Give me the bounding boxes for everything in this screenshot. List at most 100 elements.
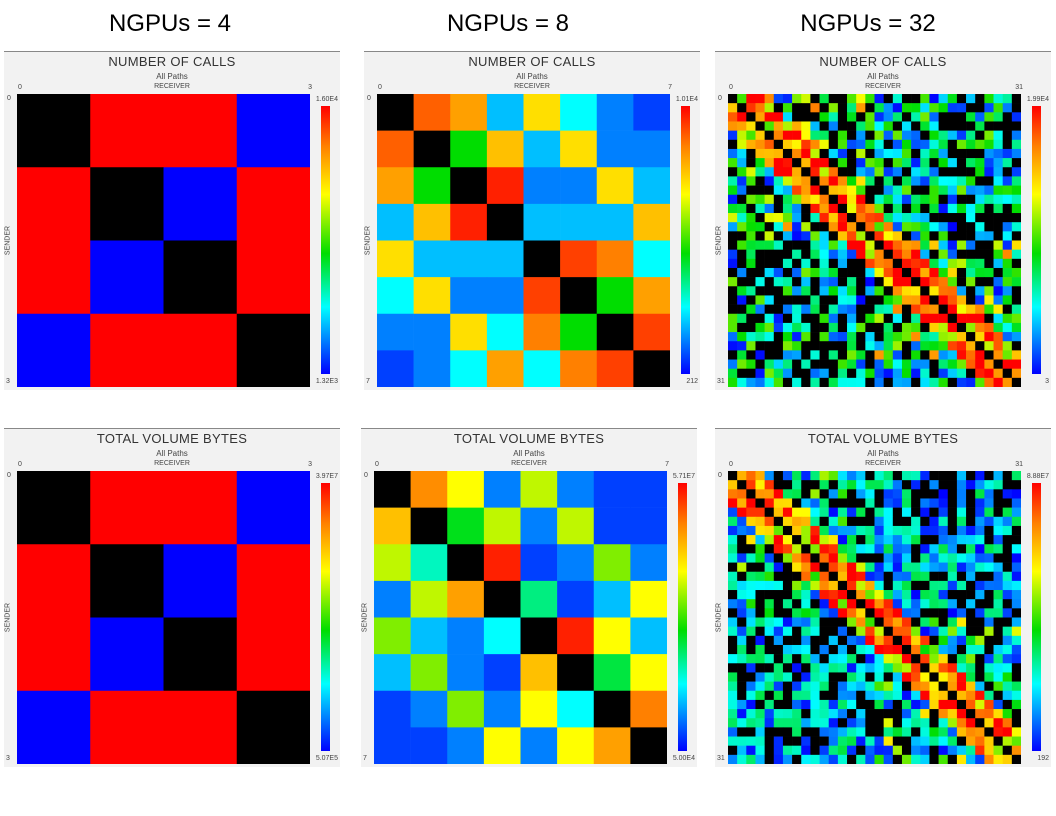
heatmap-cell [737,590,747,600]
heatmap-cell [773,489,784,499]
heatmap-cell [801,718,811,728]
heatmap-cell [374,507,411,545]
y-tick-min: 0 [364,472,368,479]
heatmap-cell [746,562,756,573]
heatmap-cell [865,562,875,573]
heatmap-cell [892,231,903,241]
heatmap-cell [856,544,866,554]
chart-subtitle: All Paths [513,449,545,458]
heatmap-cell [847,148,857,159]
heatmap-cell [911,194,921,205]
heatmap-cell [975,158,985,168]
heatmap-cell [450,94,488,131]
heatmap-cell [782,644,793,655]
heatmap-cell [947,754,958,764]
heatmap-cell [792,553,802,563]
heatmap-cell [874,654,884,664]
heatmap-cell [792,185,802,196]
heatmap-cell [993,571,1003,582]
heatmap-cell [801,139,811,150]
heatmap-cell [966,249,976,260]
heatmap-cell [801,167,811,177]
heatmap-cell [764,341,775,351]
heatmap-cell [486,130,524,168]
heatmap-cell [755,341,765,351]
heatmap-cell [847,718,857,728]
heatmap-cell [90,544,164,618]
heatmap-cell [819,663,830,673]
heatmap-cell [837,562,848,573]
heatmap-cell [984,313,994,324]
heatmap-cell [773,286,784,296]
heatmap-cell [892,139,903,150]
heatmap-cell [865,516,875,527]
heatmap-cell [865,727,875,737]
heatmap-cell [901,544,912,554]
heatmap-cell [901,535,912,545]
heatmap-cell [993,148,1003,159]
heatmap-cell [911,158,921,168]
heatmap-cell [874,267,884,278]
heatmap-cell [883,231,894,241]
heatmap-cell [828,617,839,627]
heatmap-cell [782,167,793,177]
heatmap-cell [630,617,667,655]
heatmap-cell [984,507,994,518]
heatmap-cell [728,489,738,499]
heatmap-cell [938,690,949,701]
heatmap-cell [874,590,884,600]
heatmap-cell [782,535,793,545]
heatmap-cell [865,553,875,563]
heatmap-cell [801,727,811,737]
heatmap-cell [883,258,894,269]
heatmap-cell [975,139,985,150]
heatmap-cell [911,553,921,563]
heatmap-cell [773,130,784,141]
chart-subtitle: All Paths [156,72,188,81]
heatmap-cell [929,185,939,196]
heatmap-cell [847,672,857,682]
heatmap-cell [847,258,857,269]
heatmap-cell [911,213,921,223]
heatmap-cell [737,745,747,756]
heatmap-cell [847,690,857,701]
heatmap-cell [773,176,784,186]
heatmap-cell [728,727,738,737]
heatmap-cell [993,681,1003,692]
heatmap-cell [596,130,634,168]
heatmap-cell [1011,112,1021,122]
heatmap-cell [856,745,866,756]
heatmap-cell [901,736,912,746]
heatmap-cell [966,754,976,764]
heatmap-cell [773,571,784,582]
heatmap-cell [792,176,802,186]
heatmap-cell [847,599,857,609]
heatmap-cell [911,654,921,664]
heatmap-cell [746,480,756,490]
heatmap-cell [523,203,561,241]
heatmap-cell [911,112,921,122]
heatmap-cell [874,377,884,387]
heatmap-cell [856,167,866,177]
heatmap-cell [984,130,994,141]
heatmap-cell [728,185,738,196]
heatmap-cell [828,690,839,701]
heatmap-cell [523,313,561,351]
heatmap-cell [773,94,784,104]
heatmap-cell [892,176,903,186]
heatmap-cell [892,167,903,177]
heatmap-cell [856,112,866,122]
heatmap-cell [728,286,738,296]
heatmap-cell [901,745,912,756]
heatmap-cell [865,681,875,692]
heatmap-cell [847,736,857,746]
heatmap-cell [956,249,967,260]
heatmap-cell [837,222,848,232]
heatmap-cell [892,240,903,250]
heatmap-cell [966,590,976,600]
heatmap-cell [956,194,967,205]
heatmap-cell [892,94,903,104]
heatmap-cell [966,121,976,131]
heatmap-cell [847,754,857,764]
heatmap-cell [947,590,958,600]
